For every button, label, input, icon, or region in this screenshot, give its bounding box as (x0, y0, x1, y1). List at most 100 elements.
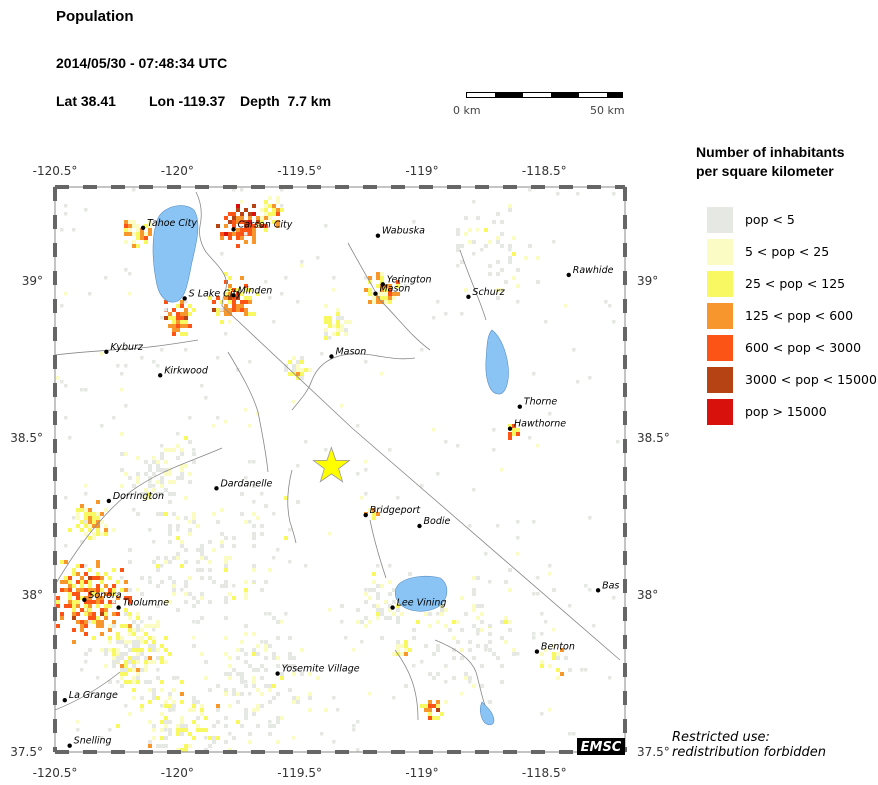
density-cell (368, 300, 372, 304)
density-cell (264, 200, 268, 204)
density-cell (356, 720, 360, 724)
density-cell (244, 596, 248, 600)
density-cell (136, 456, 140, 460)
density-cell (260, 692, 264, 696)
density-cell (460, 312, 464, 316)
legend-label: pop < 5 (745, 212, 795, 227)
density-cell (76, 612, 80, 616)
density-cell (128, 712, 132, 716)
density-cell (144, 240, 148, 244)
density-cell (432, 652, 436, 656)
density-cell (432, 316, 436, 320)
density-cell (116, 580, 120, 584)
density-cell (484, 648, 488, 652)
density-cell (184, 724, 188, 728)
place-marker (517, 404, 523, 409)
density-cell (120, 636, 124, 640)
density-cell (176, 536, 180, 540)
density-cell (88, 620, 92, 624)
density-cell (340, 316, 344, 320)
density-cell (140, 232, 144, 236)
density-cell (392, 612, 396, 616)
density-cell (164, 704, 168, 708)
density-cell (472, 684, 476, 688)
density-cell (216, 708, 220, 712)
density-cell (280, 208, 284, 212)
density-cell (288, 652, 292, 656)
density-cell (284, 496, 288, 500)
density-cell (336, 308, 340, 312)
density-cell (344, 328, 348, 332)
density-cell (128, 660, 132, 664)
density-cell (88, 568, 92, 572)
density-cell (176, 728, 180, 732)
density-cell (88, 292, 92, 296)
density-cell (92, 600, 96, 604)
density-cell (88, 584, 92, 588)
density-cell (260, 676, 264, 680)
density-cell (340, 324, 344, 328)
density-cell (172, 512, 176, 516)
density-cell (224, 568, 228, 572)
density-cell (356, 472, 360, 476)
density-cell (168, 500, 172, 504)
density-cell (136, 480, 140, 484)
density-cell (84, 608, 88, 612)
place-label: Kyburz (110, 342, 144, 353)
density-cell (360, 620, 364, 624)
density-cell (236, 208, 240, 212)
density-cell (92, 532, 96, 536)
density-cell (192, 704, 196, 708)
density-cell (232, 296, 236, 300)
density-cell (248, 216, 252, 220)
density-cell (380, 276, 384, 280)
density-cell (96, 564, 100, 568)
density-cell (484, 228, 488, 232)
density-cell (192, 700, 196, 704)
restricted-line2: redistribution forbidden (672, 745, 827, 760)
density-cell (268, 724, 272, 728)
density-cell (72, 516, 76, 520)
density-cell (188, 744, 192, 748)
density-cell (240, 232, 244, 236)
density-cell (112, 612, 116, 616)
density-cell (80, 580, 84, 584)
density-cell (120, 668, 124, 672)
density-cell (128, 232, 132, 236)
density-cell (536, 256, 540, 260)
density-cell (384, 292, 388, 296)
density-cell (180, 700, 184, 704)
density-cell (264, 212, 268, 216)
density-cell (224, 596, 228, 600)
density-cell (188, 732, 192, 736)
density-cell (480, 628, 484, 632)
density-cell (388, 292, 392, 296)
density-cell (396, 292, 400, 296)
density-cell (264, 504, 268, 508)
density-cell (364, 588, 368, 592)
density-cell (508, 204, 512, 208)
density-cell (100, 352, 104, 356)
density-cell (372, 508, 376, 512)
density-cell (148, 476, 152, 480)
density-cell (396, 280, 400, 284)
density-cell (428, 624, 432, 628)
density-cell (504, 616, 508, 620)
density-cell (84, 388, 88, 392)
density-cell (460, 260, 464, 264)
density-cell (380, 288, 384, 292)
density-cell (612, 596, 616, 600)
density-cell (264, 204, 268, 208)
density-cell (272, 212, 276, 216)
density-cell (104, 528, 108, 532)
density-cell (480, 664, 484, 668)
density-cell (88, 512, 92, 516)
density-cell (156, 564, 160, 568)
density-cell (176, 732, 180, 736)
density-cell (556, 676, 560, 680)
density-cell (372, 512, 376, 516)
density-cell (156, 492, 160, 496)
density-cell (444, 440, 448, 444)
density-cell (48, 596, 52, 600)
density-cell (88, 612, 92, 616)
